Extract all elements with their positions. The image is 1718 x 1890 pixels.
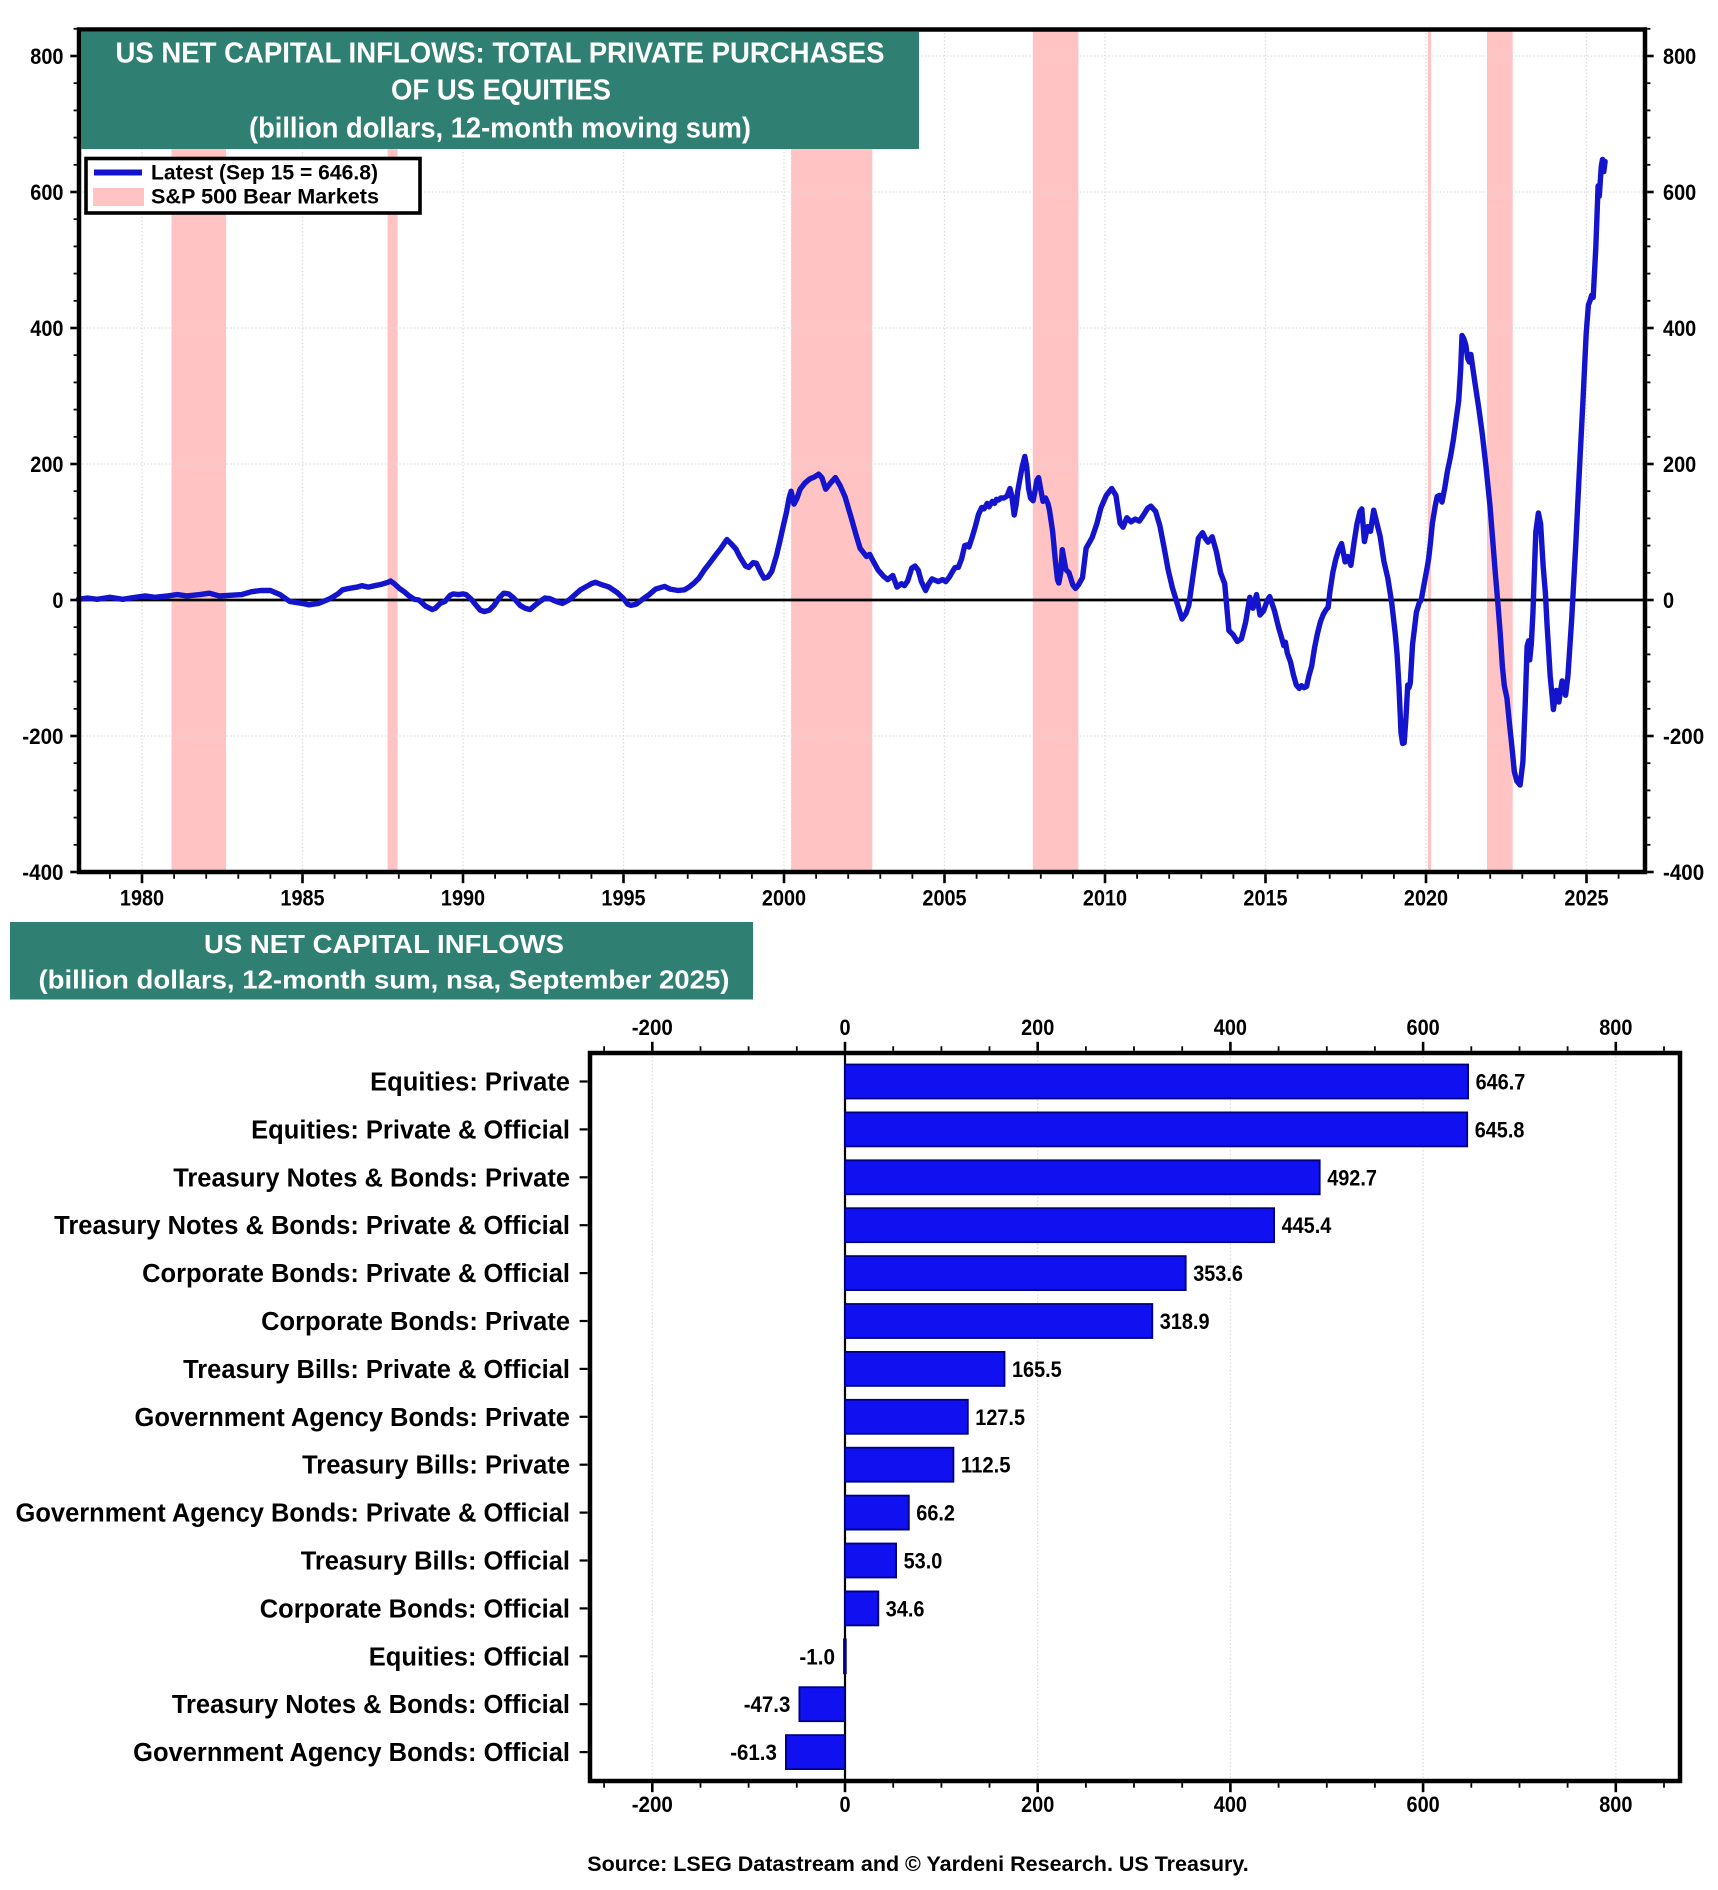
svg-text:66.2: 66.2 <box>916 1501 955 1526</box>
svg-text:-200: -200 <box>632 1792 673 1817</box>
svg-text:400: 400 <box>1214 1792 1247 1817</box>
svg-text:2005: 2005 <box>922 885 966 910</box>
svg-text:0: 0 <box>52 588 63 613</box>
svg-text:600: 600 <box>1407 1015 1440 1040</box>
svg-text:400: 400 <box>30 316 63 341</box>
svg-text:(billion dollars, 12-month mov: (billion dollars, 12-month moving sum) <box>249 113 751 145</box>
svg-text:Treasury Bills: Private: Treasury Bills: Private <box>302 1452 570 1480</box>
svg-text:53.0: 53.0 <box>904 1549 943 1574</box>
svg-text:600: 600 <box>1407 1792 1440 1817</box>
svg-text:112.5: 112.5 <box>961 1453 1011 1478</box>
svg-text:Equities: Private & Official: Equities: Private & Official <box>251 1116 570 1144</box>
svg-text:(billion dollars, 12-month sum: (billion dollars, 12-month sum, nsa, Sep… <box>39 965 730 995</box>
svg-text:200: 200 <box>30 452 63 477</box>
svg-text:Equities: Private: Equities: Private <box>370 1069 570 1097</box>
svg-text:200: 200 <box>1663 452 1696 477</box>
svg-text:2000: 2000 <box>762 885 806 910</box>
svg-text:0: 0 <box>839 1792 850 1817</box>
svg-text:800: 800 <box>1599 1792 1632 1817</box>
svg-text:-1.0: -1.0 <box>799 1644 835 1669</box>
svg-text:-200: -200 <box>1663 724 1704 749</box>
svg-text:800: 800 <box>1599 1015 1632 1040</box>
svg-text:353.6: 353.6 <box>1193 1261 1243 1286</box>
svg-text:318.9: 318.9 <box>1160 1309 1210 1334</box>
svg-text:492.7: 492.7 <box>1327 1165 1377 1190</box>
svg-text:34.6: 34.6 <box>886 1596 925 1621</box>
svg-text:600: 600 <box>30 180 63 205</box>
svg-text:Government Agency Bonds: Offic: Government Agency Bonds: Official <box>133 1739 570 1767</box>
svg-text:-200: -200 <box>22 724 63 749</box>
svg-text:Treasury Bills: Official: Treasury Bills: Official <box>301 1548 570 1576</box>
svg-text:-61.3: -61.3 <box>730 1740 777 1765</box>
svg-text:Treasury Notes & Bonds: Offici: Treasury Notes & Bonds: Official <box>172 1691 570 1719</box>
svg-text:-400: -400 <box>22 860 63 885</box>
svg-text:1985: 1985 <box>280 885 324 910</box>
svg-text:2020: 2020 <box>1404 885 1448 910</box>
svg-text:127.5: 127.5 <box>975 1405 1025 1430</box>
svg-text:Government Agency Bonds: Priva: Government Agency Bonds: Private & Offic… <box>15 1500 570 1528</box>
svg-text:Equities: Official: Equities: Official <box>369 1643 570 1671</box>
svg-text:US NET CAPITAL INFLOWS: US NET CAPITAL INFLOWS <box>204 929 564 959</box>
svg-text:-47.3: -47.3 <box>744 1692 791 1717</box>
svg-text:Corporate Bonds: Private & Off: Corporate Bonds: Private & Official <box>142 1260 570 1288</box>
svg-text:0: 0 <box>839 1015 850 1040</box>
svg-text:Treasury Bills: Private & Offi: Treasury Bills: Private & Official <box>183 1356 570 1384</box>
svg-text:US NET CAPITAL INFLOWS: TOTAL: US NET CAPITAL INFLOWS: TOTAL PRIVATE PU… <box>116 38 885 70</box>
svg-text:200: 200 <box>1021 1015 1054 1040</box>
svg-text:445.4: 445.4 <box>1282 1213 1332 1238</box>
svg-text:-200: -200 <box>632 1015 673 1040</box>
svg-text:2025: 2025 <box>1564 885 1608 910</box>
svg-text:200: 200 <box>1021 1792 1054 1817</box>
svg-text:0: 0 <box>1663 588 1674 613</box>
svg-text:Government Agency Bonds: Priva: Government Agency Bonds: Private <box>135 1404 571 1432</box>
svg-text:400: 400 <box>1663 316 1696 341</box>
svg-text:400: 400 <box>1214 1015 1247 1040</box>
svg-text:Source: LSEG Datastream and ©: Source: LSEG Datastream and © Yardeni Re… <box>587 1852 1249 1876</box>
svg-text:Corporate Bonds: Official: Corporate Bonds: Official <box>260 1595 570 1623</box>
svg-text:646.7: 646.7 <box>1476 1070 1526 1095</box>
svg-text:165.5: 165.5 <box>1012 1357 1062 1382</box>
svg-text:1980: 1980 <box>120 885 164 910</box>
svg-text:2010: 2010 <box>1083 885 1127 910</box>
svg-text:Latest (Sep 15 = 646.8): Latest (Sep 15 = 646.8) <box>151 162 378 185</box>
svg-text:-400: -400 <box>1663 860 1704 885</box>
svg-text:Corporate Bonds: Private: Corporate Bonds: Private <box>261 1308 570 1336</box>
svg-text:800: 800 <box>30 44 63 69</box>
svg-text:Treasury Notes & Bonds: Privat: Treasury Notes & Bonds: Private & Offici… <box>54 1212 570 1240</box>
svg-text:OF US EQUITIES: OF US EQUITIES <box>391 74 611 106</box>
svg-text:1995: 1995 <box>601 885 645 910</box>
svg-text:800: 800 <box>1663 44 1696 69</box>
svg-text:S&P 500 Bear Markets: S&P 500 Bear Markets <box>151 186 379 209</box>
svg-text:600: 600 <box>1663 180 1696 205</box>
svg-text:1990: 1990 <box>441 885 485 910</box>
svg-text:2015: 2015 <box>1243 885 1287 910</box>
svg-text:645.8: 645.8 <box>1475 1117 1525 1142</box>
svg-text:Treasury Notes & Bonds: Privat: Treasury Notes & Bonds: Private <box>173 1164 570 1192</box>
